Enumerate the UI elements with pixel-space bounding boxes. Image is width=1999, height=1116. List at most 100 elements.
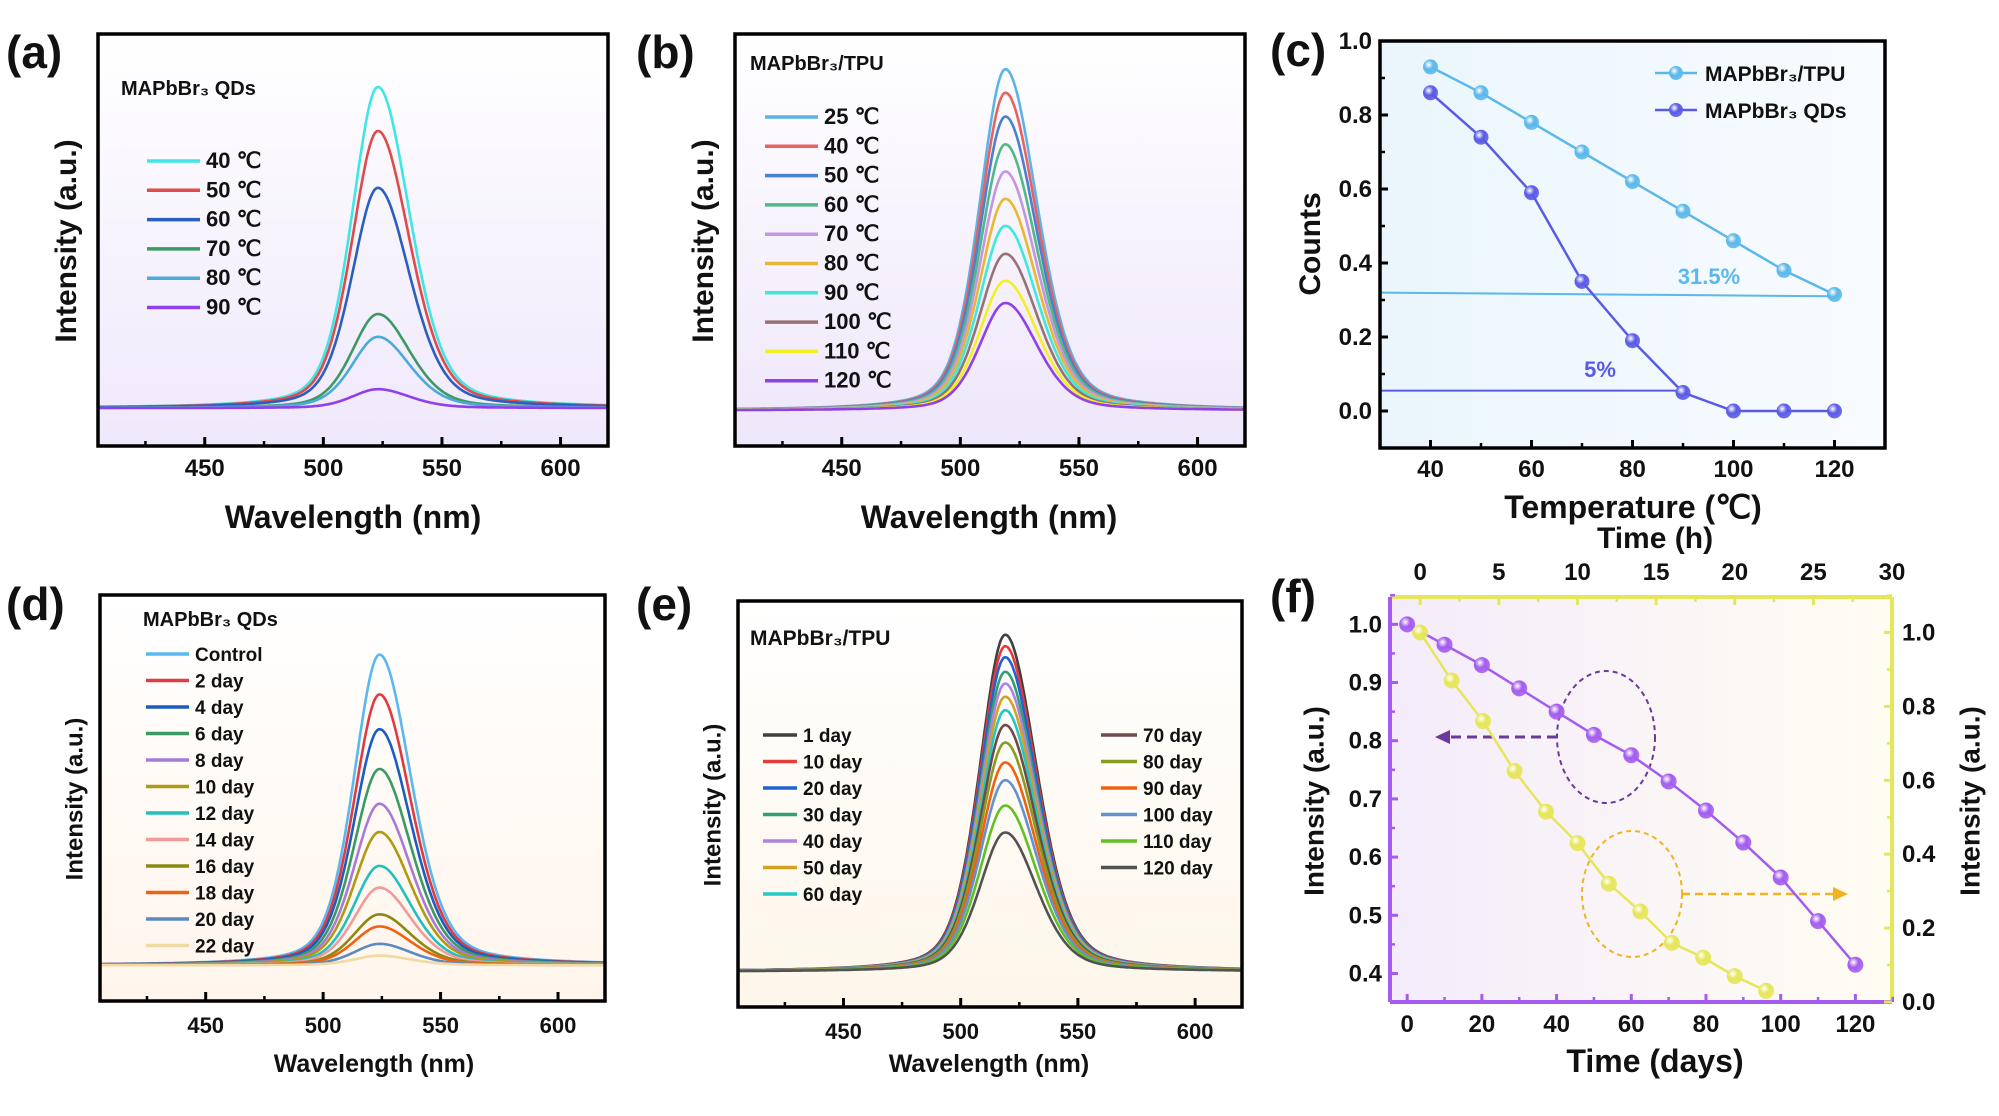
annotation-label: 5% xyxy=(1584,357,1616,382)
legend-item: 30 day xyxy=(763,806,863,827)
arrow-left-icon xyxy=(1435,730,1450,744)
right-tick-label: 0.2 xyxy=(1902,915,1935,942)
x-tick-label: 550 xyxy=(1060,1019,1097,1044)
legend-marker xyxy=(1669,103,1683,117)
legend-item: MAPbBr₃ QDs xyxy=(1655,100,1847,123)
legend-label: 50 ℃ xyxy=(206,177,261,202)
data-point xyxy=(1663,934,1680,951)
x-tick-label: 450 xyxy=(825,1019,862,1044)
legend-label: 20 day xyxy=(803,779,863,800)
x-axis-label: Wavelength (nm) xyxy=(225,499,482,535)
x-axis-label: Wavelength (nm) xyxy=(274,1050,474,1078)
legend-label: 6 day xyxy=(195,725,244,746)
top-tick-label: 25 xyxy=(1800,559,1827,586)
x-tick-label: 40 xyxy=(1417,456,1444,483)
legend-item: 120 ℃ xyxy=(765,368,892,393)
legend-item: 40 ℃ xyxy=(765,133,879,158)
x-tick-label: 450 xyxy=(185,455,225,482)
legend-item: 70 ℃ xyxy=(147,236,261,261)
legend-item: 8 day xyxy=(146,751,244,772)
panel-letter: (d) xyxy=(6,578,65,630)
data-point xyxy=(1772,869,1789,886)
legend-label: 30 day xyxy=(803,806,863,827)
legend-label: Control xyxy=(195,645,263,666)
top-tick-label: 10 xyxy=(1564,559,1591,586)
legend-item: 50 ℃ xyxy=(765,163,879,188)
x-tick-label: 60 xyxy=(1618,1011,1645,1038)
legend-item: 80 ℃ xyxy=(765,251,879,276)
data-point xyxy=(1726,403,1741,419)
y-tick-label: 0.7 xyxy=(1349,786,1382,813)
plot-frame xyxy=(736,599,1244,1009)
legend-item: 14 day xyxy=(146,831,255,852)
top-tick-label: 30 xyxy=(1879,559,1906,586)
legend-label: 1 day xyxy=(803,726,852,747)
data-point xyxy=(1511,680,1528,697)
right-tick-label: 0.8 xyxy=(1902,693,1935,720)
data-point xyxy=(1776,403,1792,419)
chart-panel-f: (f) Intensity (a.u.) Time (days) Time (h) In… xyxy=(1270,522,1985,1079)
y-tick-label: 0.6 xyxy=(1339,176,1372,203)
data-point xyxy=(1847,956,1864,973)
x-tick-label: 550 xyxy=(422,455,462,482)
data-point xyxy=(1585,726,1602,743)
x-axis-label: Time (days) xyxy=(1566,1043,1743,1079)
legend-label: 14 day xyxy=(195,831,255,852)
legend-item: 100 ℃ xyxy=(765,309,892,334)
data-point xyxy=(1423,59,1438,75)
data-point xyxy=(1600,875,1617,892)
y-axis-label: Intensity (a.u.) xyxy=(50,139,83,342)
x-tick-label: 600 xyxy=(1178,455,1218,482)
legend-item: 40 ℃ xyxy=(147,148,261,173)
data-point xyxy=(1660,773,1677,790)
legend-label: 50 day xyxy=(803,859,863,880)
x-tick-label: 80 xyxy=(1693,1011,1720,1038)
legend-item: 25 ℃ xyxy=(765,104,879,129)
y-axis-label: Intensity (a.u.) xyxy=(61,718,88,881)
chart-panel-a: (a) Intensity (a.u.) Wavelength (nm)450 500… xyxy=(6,26,610,535)
data-point xyxy=(1695,949,1712,966)
chart-panel-c: (c) Counts Temperature (℃) 31.5% 5% 40 60 80 100… xyxy=(1270,24,1887,525)
legend-item: 20 day xyxy=(146,910,255,931)
legend-item: 40 day xyxy=(763,832,863,853)
legend-item: 110 day xyxy=(1101,832,1212,853)
legend-label: MAPbBr₃ QDs xyxy=(1705,100,1847,123)
plot-frame xyxy=(96,32,610,448)
data-point xyxy=(1625,333,1640,349)
panel-letter: (c) xyxy=(1270,24,1326,76)
legend-label: 80 day xyxy=(1143,753,1203,774)
legend-item: 70 ℃ xyxy=(765,221,879,246)
legend-label: 90 day xyxy=(1143,779,1203,800)
legend-label: 50 ℃ xyxy=(824,163,879,188)
legend-label: MAPbBr₃/TPU xyxy=(1705,63,1845,86)
legend-label: 100 day xyxy=(1143,806,1213,827)
data-point xyxy=(1506,763,1523,780)
x-axis-label: Wavelength (nm) xyxy=(889,1050,1089,1078)
legend-item: 80 ℃ xyxy=(147,265,261,290)
x-tick-label: 120 xyxy=(1814,456,1854,483)
data-point xyxy=(1735,834,1752,851)
legend-item: 20 day xyxy=(763,779,863,800)
x-tick-label: 550 xyxy=(1059,455,1099,482)
legend-label: 70 day xyxy=(1143,726,1203,747)
y-tick-label: 0.8 xyxy=(1339,102,1372,129)
right-axis-label: Intensity (a.u.) xyxy=(1954,706,1985,896)
spectrum-curve xyxy=(100,954,605,967)
legend-item: MAPbBr₃/TPU xyxy=(1655,63,1845,86)
chart-title: MAPbBr₃/TPU xyxy=(750,627,890,650)
legend-label: 40 ℃ xyxy=(824,133,879,158)
chart-title: MAPbBr₃ QDs xyxy=(121,78,256,100)
annotation-label: 31.5% xyxy=(1678,264,1740,289)
legend-item: 80 day xyxy=(1101,753,1203,774)
plot-background xyxy=(100,595,605,1001)
legend-item: 70 day xyxy=(1101,726,1203,747)
legend-label: 110 ℃ xyxy=(824,338,890,363)
data-point xyxy=(1632,903,1649,920)
data-point xyxy=(1675,385,1691,400)
plot-background xyxy=(1390,597,1892,1002)
legend-label: 22 day xyxy=(195,937,255,958)
legend-item: 16 day xyxy=(146,857,255,878)
legend-label: 120 day xyxy=(1143,859,1213,880)
legend-label: 10 day xyxy=(195,778,255,799)
legend-label: 70 ℃ xyxy=(206,236,261,261)
